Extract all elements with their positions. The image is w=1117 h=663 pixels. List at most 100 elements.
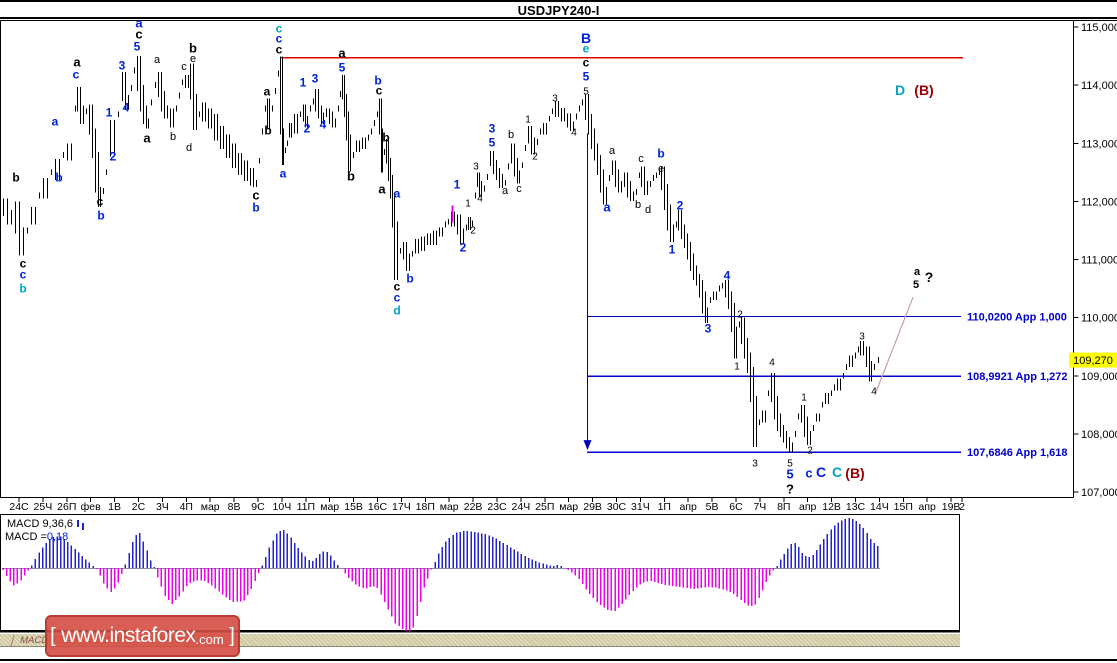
fib-levels: 110,0200 App 1,000 108,9921 App 1,272 107,… [587, 311, 1068, 459]
svg-text:c: c [276, 42, 283, 56]
svg-text:115,000: 115,000 [1081, 22, 1117, 34]
svg-text:8П: 8П [777, 501, 790, 513]
svg-text:9С: 9С [251, 501, 265, 513]
svg-text:фев: фев [81, 501, 101, 513]
svg-text:1: 1 [106, 105, 113, 119]
svg-text:6С: 6С [729, 501, 743, 513]
svg-text:2: 2 [460, 240, 467, 254]
svg-text:a: a [378, 182, 386, 197]
svg-text:3: 3 [119, 58, 126, 72]
svg-text:109,270: 109,270 [1073, 355, 1113, 367]
svg-text:c: c [276, 21, 283, 35]
svg-text:5: 5 [583, 69, 590, 83]
svg-text:b: b [374, 73, 381, 87]
svg-text:c: c [583, 55, 590, 69]
svg-text:c: c [394, 290, 401, 304]
macd-legend-tick-icon [82, 523, 85, 530]
svg-text:4: 4 [724, 268, 731, 282]
svg-text:10Ч: 10Ч [273, 501, 292, 513]
macd-indicator-label: MACD 9,36,6 [7, 518, 85, 530]
svg-text:c: c [20, 256, 27, 270]
svg-text:107,000: 107,000 [1081, 487, 1117, 499]
svg-text:3: 3 [489, 121, 496, 135]
svg-text:1: 1 [669, 242, 676, 256]
svg-text:2: 2 [532, 152, 538, 163]
watermark-tld: .com [195, 631, 224, 647]
svg-text:4: 4 [571, 128, 577, 139]
svg-text:5: 5 [787, 459, 793, 470]
svg-text:1В: 1В [108, 501, 121, 513]
svg-text:c: c [638, 153, 644, 165]
svg-text:1: 1 [465, 199, 471, 210]
svg-text:1: 1 [454, 177, 461, 191]
svg-text:5: 5 [339, 60, 346, 74]
svg-text:15П: 15П [894, 501, 913, 513]
svg-text:b: b [657, 146, 664, 160]
svg-text:a: a [73, 55, 81, 70]
svg-text:e: e [583, 41, 590, 55]
svg-text:b: b [189, 41, 197, 56]
svg-text:4: 4 [123, 100, 130, 114]
svg-text:3: 3 [705, 321, 712, 335]
svg-text:c: c [252, 188, 259, 203]
svg-text:25Ч: 25Ч [34, 501, 53, 513]
svg-text:d: d [645, 204, 651, 216]
svg-text:2: 2 [304, 121, 311, 135]
svg-text:19В: 19В [942, 501, 961, 513]
svg-text:a: a [264, 84, 271, 98]
svg-text:29В: 29В [583, 501, 602, 513]
svg-text:22В: 22В [464, 501, 483, 513]
macd-value-label: MACD =0,18 [5, 531, 68, 543]
svg-text:a: a [914, 266, 921, 278]
svg-text:25П: 25П [535, 501, 554, 513]
svg-text:c: c [97, 194, 104, 208]
svg-text:1: 1 [734, 362, 740, 373]
svg-text:110,0200 App 1,000: 110,0200 App 1,000 [967, 311, 1067, 323]
macd-value-prefix: MACD = [5, 531, 47, 543]
watermark-close-bracket: ] [223, 624, 235, 647]
svg-text:2С: 2С [132, 501, 146, 513]
svg-text:b: b [12, 170, 19, 184]
svg-text:2: 2 [807, 446, 813, 457]
svg-text:e: e [190, 53, 196, 65]
svg-text:30С: 30С [607, 501, 627, 513]
svg-text:12В: 12В [822, 501, 841, 513]
svg-text:108,9921 App 1,272: 108,9921 App 1,272 [967, 371, 1068, 383]
current-price-badge: 109,270 [1069, 352, 1117, 368]
svg-text:31Ч: 31Ч [631, 501, 650, 513]
svg-text:4П: 4П [180, 501, 193, 513]
svg-text:1: 1 [525, 115, 531, 126]
svg-text:b: b [347, 169, 355, 184]
svg-text:5В: 5В [706, 501, 719, 513]
svg-text:110,000: 110,000 [1081, 313, 1117, 325]
svg-text:14Ч: 14Ч [870, 501, 889, 513]
svg-text:3: 3 [473, 162, 479, 173]
svg-text:26П: 26П [57, 501, 76, 513]
svg-text:5: 5 [786, 467, 793, 482]
svg-text:C: C [832, 464, 842, 480]
svg-text:4: 4 [871, 387, 877, 398]
svg-text:24Ч: 24Ч [512, 501, 531, 513]
svg-text:1: 1 [801, 393, 807, 404]
svg-text:c: c [805, 466, 812, 481]
svg-text:1: 1 [300, 75, 307, 89]
svg-text:b: b [19, 281, 26, 295]
scrollbar-strip[interactable] [0, 634, 960, 647]
svg-text:8В: 8В [228, 501, 241, 513]
macd-value: 0,18 [46, 531, 69, 543]
svg-text:мар: мар [559, 501, 578, 513]
svg-text:?: ? [925, 269, 934, 285]
svg-text:17Ч: 17Ч [392, 501, 411, 513]
svg-text:a: a [603, 200, 611, 215]
macd-legend-tick-icon [77, 520, 80, 527]
svg-text:c: c [73, 67, 80, 81]
svg-text:2: 2 [737, 310, 743, 321]
svg-text:7Ч: 7Ч [753, 501, 766, 513]
svg-text:a: a [280, 166, 287, 180]
svg-text:a: a [394, 186, 401, 200]
svg-text:D: D [895, 82, 905, 98]
svg-text:1П: 1П [658, 501, 671, 513]
date-axis: 24С 25Ч 26П фев 1В 2С 3Ч 4П мар 8В 9С 10Ч 11П мар 15В 1… [9, 498, 965, 513]
